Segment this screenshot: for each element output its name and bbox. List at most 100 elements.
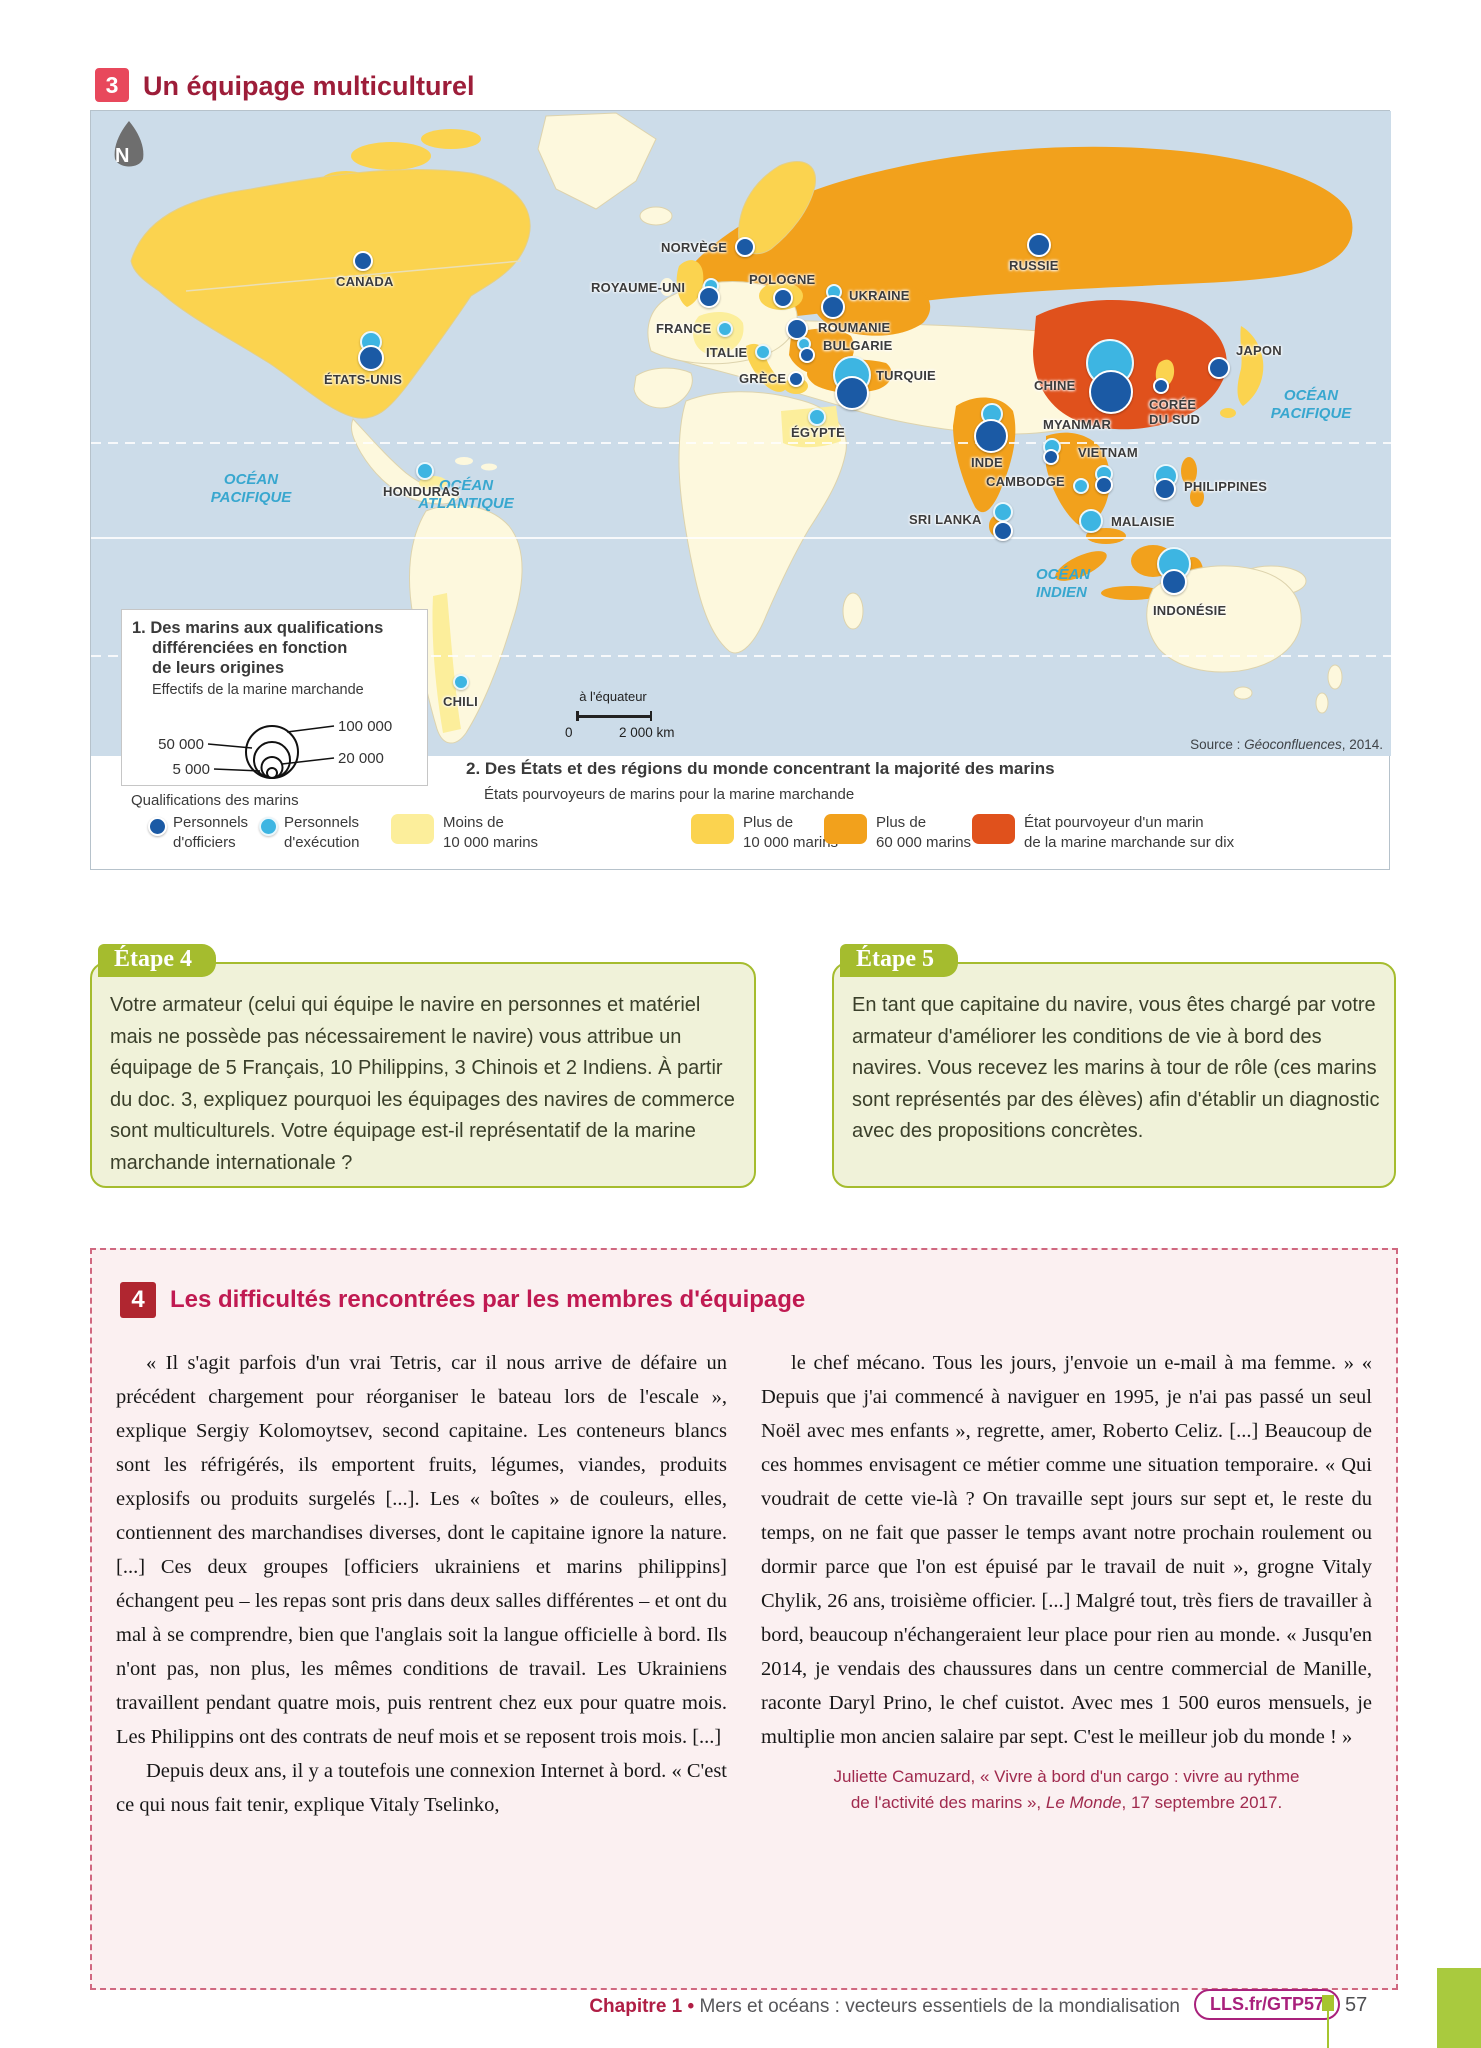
map-label-roumanie: ROUMANIE [818,320,891,335]
doc4-column-right: le chef mécano. Tous les jours, j'envoie… [761,1346,1372,1822]
legend2-subtitle: États pourvoyeurs de marins pour la mari… [484,786,855,803]
doc4-title: Les difficultés rencontrées par les memb… [170,1286,806,1313]
map-label-royaume-uni: ROYAUME-UNI [591,280,686,295]
map-label-pologne: POLOGNE [749,272,816,287]
scale-equator-label: à l'équateur [579,689,647,704]
page-edge-tab [1437,1968,1481,2048]
map-label-chili: CHILI [443,694,478,709]
etape-5-tab: Étape 5 [840,944,958,977]
map-label-philippines: PHILIPPINES [1184,479,1268,494]
map-label-coree-du-sud: CORÉE DU SUD [1149,397,1201,427]
scale-bar [576,711,652,721]
svg-text:100 000: 100 000 [338,718,392,735]
footer-chapter-line: Chapitre 1 • Mers et océans : vecteurs e… [589,1996,1180,2017]
doc4-paragraph: Depuis deux ans, il y a toutefois une co… [116,1760,727,1816]
svg-text:50 000: 50 000 [158,736,204,753]
legend-swatch3-label: Plus de 60 000 marins [876,814,972,851]
svg-text:5 000: 5 000 [172,761,210,778]
legend-swatch4-label: État pourvoyeur d'un marin de la marine … [1024,814,1235,851]
exec-dot [717,321,733,337]
legend-swatch-more-60000 [824,814,867,844]
officer-dot [1089,370,1133,414]
exec-dot [416,462,434,480]
map-label-indonesie: INDONÉSIE [1153,603,1227,618]
legend-swatch1-label: Moins de 10 000 marins [443,814,539,851]
officer-dot [1043,449,1059,465]
map-label-cambodge: CAMBODGE [986,474,1065,489]
map-label-italie: ITALIE [706,345,748,360]
etape-4-tab: Étape 4 [98,944,216,977]
map-label-japon: JAPON [1236,343,1282,358]
etape-4-box: Étape 4 Votre armateur (celui qui équipe… [90,944,756,1188]
officer-dot [735,237,755,257]
doc4-attribution: Juliette Camuzard, « Vivre à bord d'un c… [833,1767,1300,1812]
map-label-inde: INDE [971,455,1003,470]
officer-dot [788,371,804,387]
officer-dot [353,251,373,271]
compass-n-label: N [115,145,130,167]
legend-exec-dot [259,817,278,836]
legend-officer-label: Personnels d'officiers [173,814,249,851]
exec-dot [755,344,771,360]
legend-officer-dot [148,817,167,836]
ocean-label-atlantic: OCÉAN ATLANTIQUE [418,477,514,512]
circle-size-scale: 100 000 50 000 20 000 5 000 [158,718,392,779]
etape-5-text: En tant que capitaine du navire, vous êt… [852,994,1380,1142]
legend2-title: 2. Des États et des régions du monde con… [466,759,1055,778]
officer-dot [786,318,808,340]
map-label-grece: GRÈCE [739,371,787,386]
legend-effectifs-title: 1. Des marins aux qualifications différe… [132,619,384,677]
doc4-paragraph: « Il s'agit parfois d'un vrai Tetris, ca… [116,1352,727,1748]
doc4-box: 4 Les difficultés rencontrées par les me… [90,1248,1398,1990]
officer-dot [974,419,1008,453]
map-label-vietnam: VIETNAM [1078,445,1138,460]
footer-link-pill[interactable]: LLS.fr/GTP57 [1194,1989,1341,2020]
doc4-column-left: « Il s'agit parfois d'un vrai Tetris, ca… [116,1346,727,1822]
map-source: Source : Géoconfluences, 2014. [1190,737,1383,752]
map-label-turquie: TURQUIE [876,368,936,383]
qualifications-label: Qualifications des marins [131,792,299,809]
scale-zero: 0 [565,725,573,740]
officer-dot [1154,478,1176,500]
legend-swatch2-label: Plus de 10 000 marins [743,814,839,851]
legend-effectifs: 1. Des marins aux qualifications différe… [121,609,428,786]
svg-text:20 000: 20 000 [338,750,384,767]
ocean-label-pacific-east: OCÉAN PACIFIQUE [1270,387,1352,422]
doc3-title: Un équipage multiculturel [143,71,475,101]
officer-dot [1027,233,1051,257]
exec-dot [1073,478,1089,494]
page-number: 57 [1345,1994,1368,2016]
doc4-text-columns: « Il s'agit parfois d'un vrai Tetris, ca… [116,1346,1372,1822]
etape-5-box: Étape 5 En tant que capitaine du navire,… [832,944,1396,1188]
footer-green-line [1327,2011,1329,2048]
map-label-etats-unis: ÉTATS-UNIS [324,372,403,387]
exec-dot [808,408,826,426]
legend-swatch-more-10000 [691,814,734,844]
officer-dot [1153,378,1169,394]
legend-effectifs-subtitle: Effectifs de la marine marchande [152,682,364,698]
scale-max: 2 000 km [619,725,675,740]
map-label-ukraine: UKRAINE [849,288,910,303]
officer-dot [1095,476,1113,494]
legend-exec-label: Personnels d'exécution [284,814,360,851]
map-label-france: FRANCE [656,321,712,336]
map-label-sri-lanka: SRI LANKA [909,512,982,527]
map-label-bulgarie: BULGARIE [823,338,893,353]
officer-dot [358,345,384,371]
ocean-label-pacific-west: OCÉAN PACIFIQUE [210,471,292,506]
etape-4-text: Votre armateur (celui qui équipe le navi… [110,994,735,1174]
map-label-canada: CANADA [336,274,394,289]
map-label-malaisie: MALAISIE [1111,514,1175,529]
officer-dot [698,286,720,308]
footer-green-marker [1322,1995,1334,2011]
officer-dot [821,295,845,319]
map-label-chine: CHINE [1034,378,1076,393]
officer-dot [773,288,793,308]
map-label-russie: RUSSIE [1009,258,1059,273]
officer-dot [799,347,815,363]
doc4-number-badge: 4 [120,1282,156,1318]
legend-swatch-provider-1in10 [972,814,1015,844]
exec-dot [453,674,469,690]
officer-dot [835,376,869,410]
